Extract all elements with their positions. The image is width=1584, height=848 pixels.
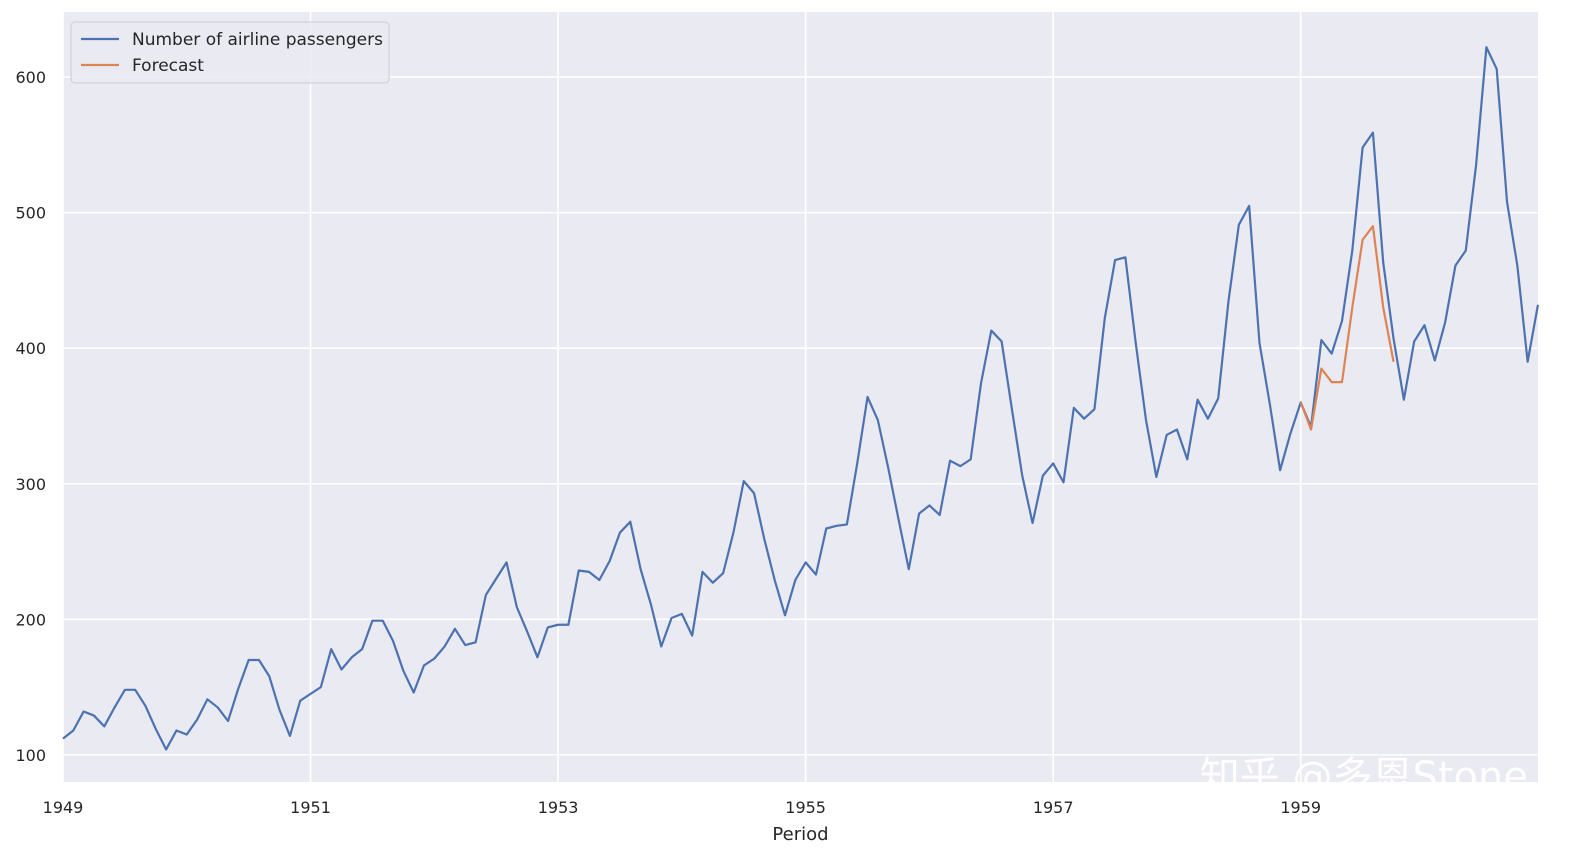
series-line-forecast (1299, 225, 1395, 431)
y-tick-label-100: 100 (15, 746, 46, 765)
x-tick-label-1959: 1959 (1280, 798, 1321, 817)
x-axis-label: Period (772, 824, 828, 845)
y-tick-label-300: 300 (15, 475, 46, 494)
y-tick-label-400: 400 (15, 339, 46, 358)
legend-label-passengers: Number of airline passengers (132, 30, 383, 50)
legend-box (70, 21, 390, 84)
x-tick-label-1957: 1957 (1033, 798, 1074, 817)
grid-lines (62, 12, 1538, 782)
y-tick-label-500: 500 (15, 204, 46, 223)
x-axis-ticks: 1949 1951 1953 1955 1957 1959 (43, 798, 1321, 817)
y-tick-label-600: 600 (15, 68, 46, 87)
watermark-text: 知乎 @多恩Stone (1200, 754, 1528, 800)
plot-background (63, 12, 1538, 782)
y-tick-label-200: 200 (15, 610, 46, 629)
x-tick-label-1951: 1951 (290, 798, 331, 817)
x-tick-label-1955: 1955 (785, 798, 826, 817)
legend: Number of airline passengers Forecast (70, 21, 390, 84)
x-tick-label-1949: 1949 (43, 798, 84, 817)
series-line-passengers (62, 46, 1540, 751)
series-lines (62, 46, 1540, 751)
legend-label-forecast: Forecast (132, 56, 204, 76)
y-axis-ticks: 100 200 300 400 500 600 (15, 68, 46, 765)
x-tick-label-1953: 1953 (538, 798, 579, 817)
